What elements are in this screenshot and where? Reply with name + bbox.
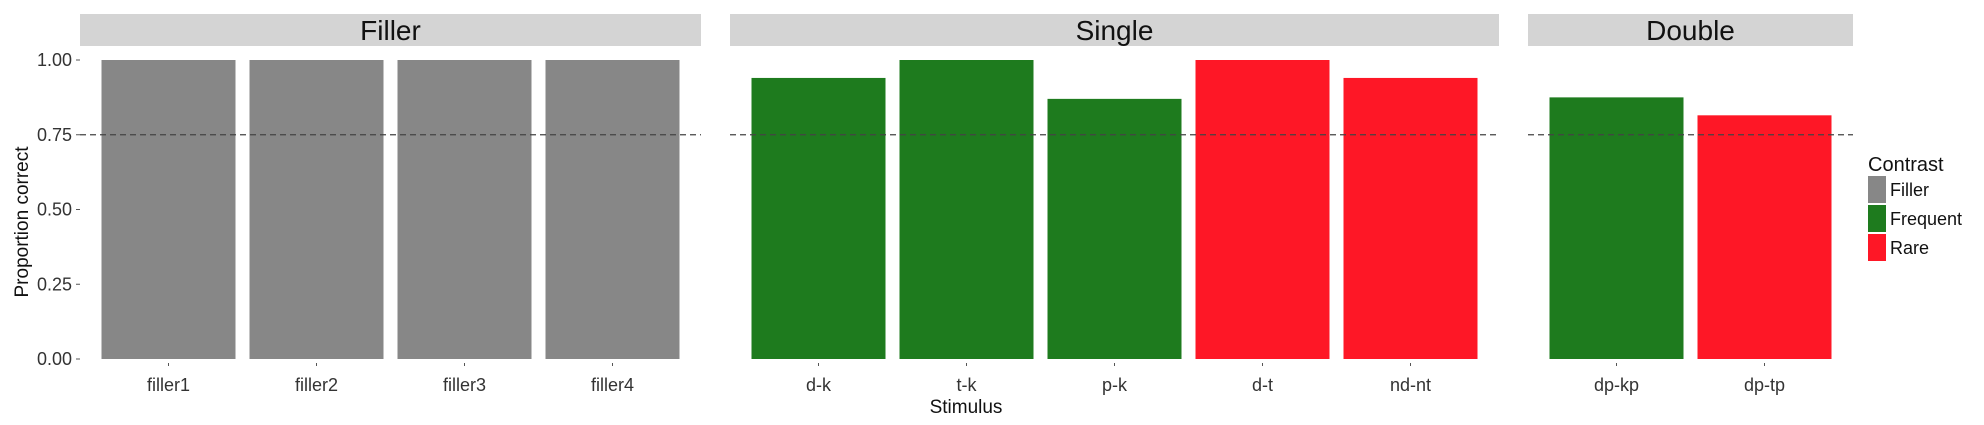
panel-title: Single — [1076, 15, 1154, 46]
x-axis-title: Stimulus — [930, 397, 1003, 418]
y-tick-label: 0.25 — [37, 274, 72, 294]
legend-item-frequent: Frequent — [1868, 205, 1962, 232]
bar-nd-nt — [1343, 77, 1478, 359]
legend-item-rare: Rare — [1868, 234, 1929, 261]
legend: Contrast Filler Frequent Rare — [1868, 154, 1962, 261]
legend-label: Rare — [1890, 238, 1929, 258]
panel-title: Filler — [360, 15, 421, 46]
x-tick-label: filler1 — [147, 375, 190, 395]
x-tick-label: filler2 — [295, 375, 338, 395]
x-tick-label: t-k — [957, 375, 978, 395]
legend-label: Frequent — [1890, 209, 1962, 229]
panel-strip — [1528, 14, 1853, 46]
panel-single: Single d-k t-k p-k d-t nd-nt — [730, 14, 1499, 395]
bar-filler1 — [101, 60, 236, 359]
bar-t-k — [899, 60, 1034, 359]
x-tick-label: dp-tp — [1744, 375, 1785, 395]
y-tick-label: 1.00 — [37, 50, 72, 70]
panel-strip — [730, 14, 1499, 46]
x-tick-label: filler3 — [443, 375, 486, 395]
panel-strip — [80, 14, 701, 46]
x-tick-label: d-k — [806, 375, 832, 395]
legend-swatch — [1868, 176, 1886, 203]
panels-layer: Filler filler1 filler2 filler3 filler4 Single… — [80, 14, 1853, 395]
bar-d-k — [751, 77, 886, 359]
legend-items: Filler Frequent Rare — [1868, 176, 1962, 261]
bar-p-k — [1047, 98, 1182, 360]
panel-double: Double dp-kp dp-tp — [1528, 14, 1853, 395]
legend-swatch — [1868, 205, 1886, 232]
x-tick-label: dp-kp — [1594, 375, 1639, 395]
x-tick-label: nd-nt — [1390, 375, 1431, 395]
bar-filler4 — [545, 60, 680, 359]
legend-label: Filler — [1890, 180, 1929, 200]
panel-title: Double — [1646, 15, 1735, 46]
x-tick-label: d-t — [1252, 375, 1273, 395]
legend-title: Contrast — [1868, 154, 1944, 176]
bar-d-t — [1195, 60, 1330, 359]
panel-filler: Filler filler1 filler2 filler3 filler4 — [80, 14, 701, 395]
y-tick-label: 0.50 — [37, 200, 72, 220]
x-tick-label: filler4 — [591, 375, 634, 395]
bar-dp-kp — [1549, 97, 1684, 359]
y-axis: 0.00 0.25 0.50 0.75 1.00 — [37, 50, 80, 369]
legend-swatch — [1868, 234, 1886, 261]
bar-dp-tp — [1697, 115, 1832, 359]
y-tick-label: 0.00 — [37, 349, 72, 369]
bar-filler3 — [397, 60, 532, 359]
bar-filler2 — [249, 60, 384, 359]
x-tick-label: p-k — [1102, 375, 1128, 395]
legend-item-filler: Filler — [1868, 176, 1929, 203]
y-axis-title: Proportion correct — [12, 146, 33, 298]
y-tick-label: 0.75 — [37, 125, 72, 145]
